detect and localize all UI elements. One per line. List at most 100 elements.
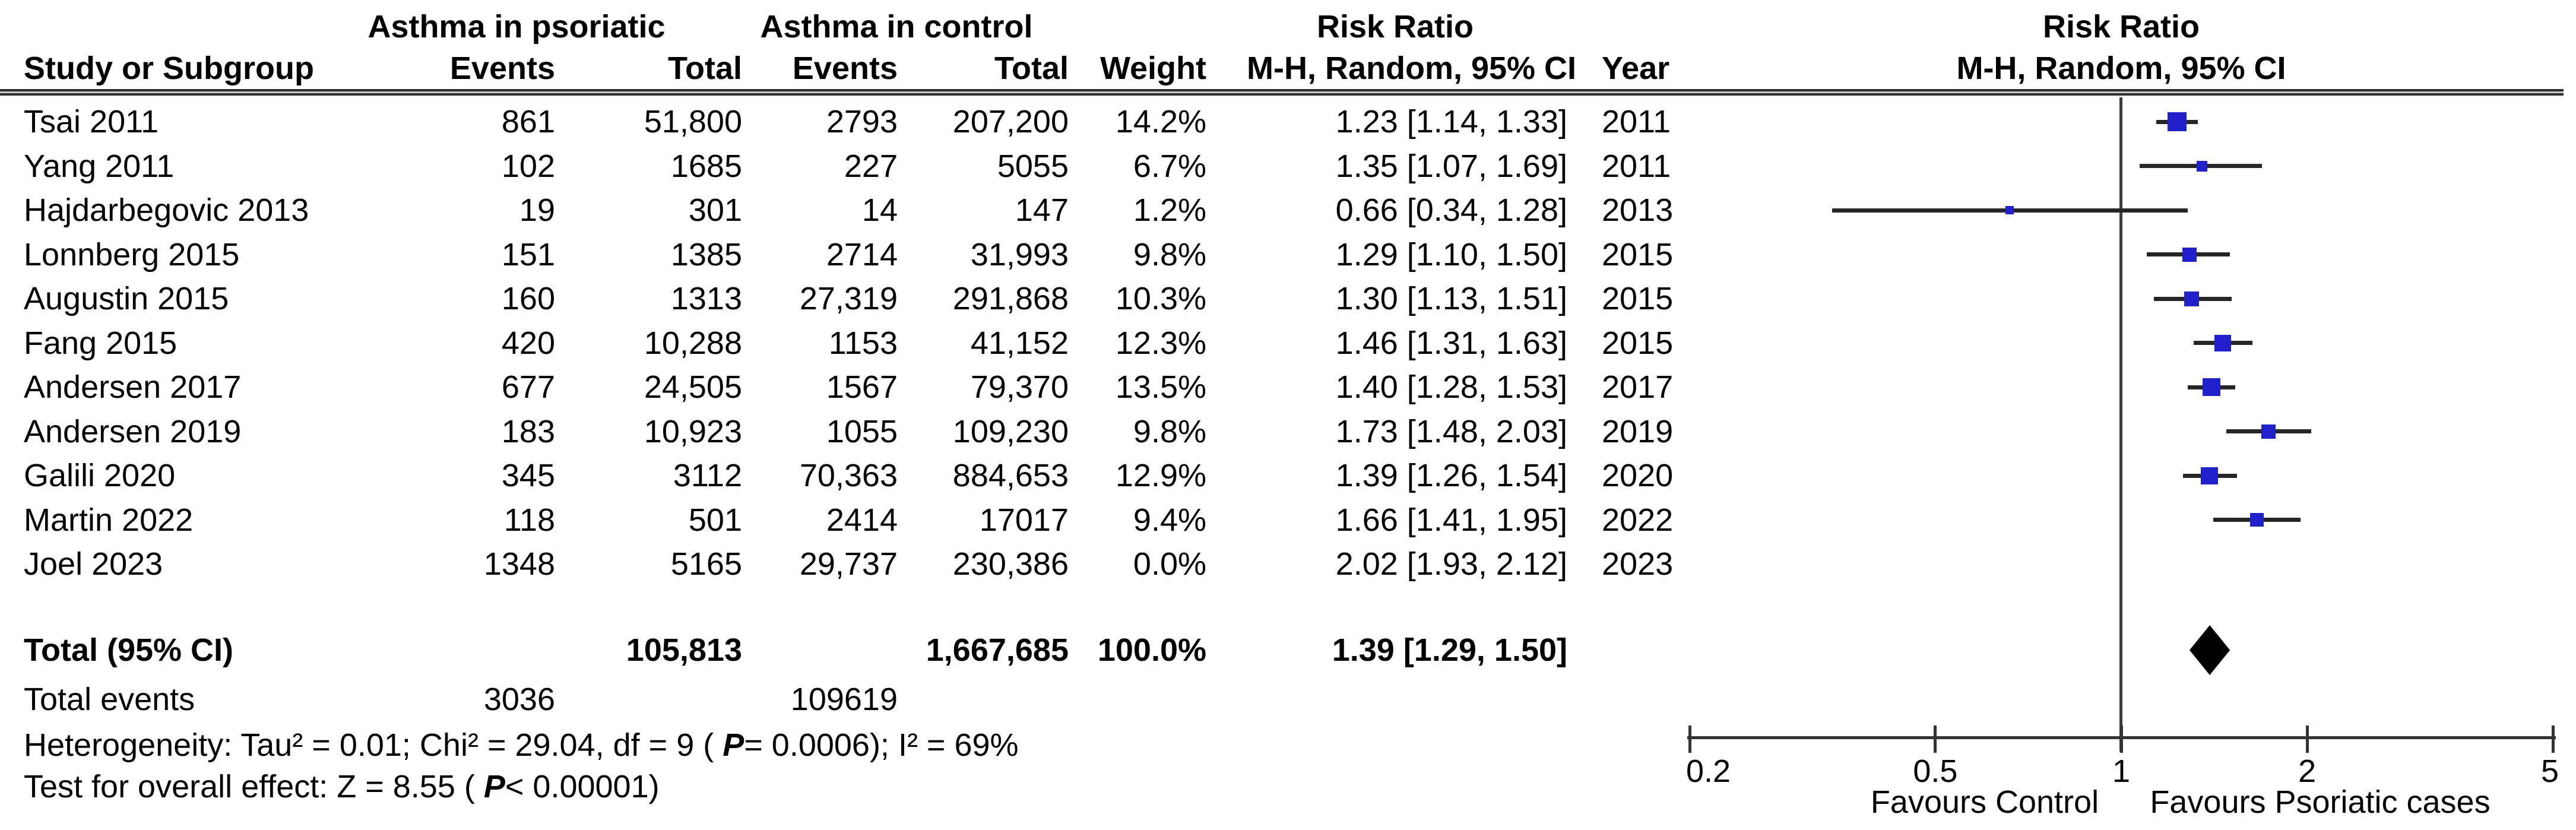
study-name: Galili 2020 bbox=[24, 458, 176, 493]
x-axis-tick-label: 2 bbox=[2298, 753, 2317, 789]
effect-square-marker bbox=[2005, 206, 2014, 214]
year-value: 2023 bbox=[1602, 546, 1674, 582]
weight-value: 10.3% bbox=[1115, 281, 1206, 316]
year-value: 2011 bbox=[1602, 104, 1671, 140]
study-name: Lonnberg 2015 bbox=[24, 237, 240, 273]
year-value: 2015 bbox=[1602, 325, 1674, 361]
p-symbol: P bbox=[483, 769, 505, 804]
weight-value: 9.8% bbox=[1133, 414, 1206, 449]
null-effect-line bbox=[2119, 97, 2122, 752]
favours-right-label: Favours Psoriatic cases bbox=[2150, 784, 2491, 820]
risk-ratio-ci-value: 1.73 [1.48, 2.03] bbox=[1335, 414, 1567, 449]
events-control-value: 14 bbox=[861, 192, 898, 228]
year-value: 2015 bbox=[1602, 281, 1674, 316]
weight-value: 12.9% bbox=[1115, 458, 1206, 493]
study-name: Andersen 2019 bbox=[24, 414, 242, 449]
total-psoriatic-value: 1685 bbox=[670, 148, 742, 184]
study-name: Yang 2011 bbox=[24, 148, 175, 184]
heterogeneity-line: Heterogeneity: Tau² = 0.01; Chi² = 29.04… bbox=[24, 723, 1508, 767]
x-axis-tick bbox=[2119, 726, 2123, 753]
weight-value: 12.3% bbox=[1115, 325, 1206, 361]
total-psoriatic-value: 3112 bbox=[673, 458, 742, 493]
total-control-value: 17017 bbox=[979, 502, 1069, 538]
weight-header: Weight bbox=[1100, 50, 1206, 86]
effect-square-marker bbox=[2167, 112, 2187, 131]
study-name: Hajdarbegovic 2013 bbox=[24, 192, 309, 228]
year-value: 2015 bbox=[1602, 237, 1674, 273]
events-control-value: 1567 bbox=[826, 369, 898, 405]
study-name: Fang 2015 bbox=[24, 325, 178, 361]
year-header: Year bbox=[1602, 50, 1670, 86]
col-group-control: Asthma in control bbox=[760, 9, 1033, 45]
study-name: Joel 2023 bbox=[24, 546, 163, 582]
total-control-value: 79,370 bbox=[970, 369, 1069, 405]
total-control-header: Total bbox=[994, 50, 1069, 86]
weight-value: 9.4% bbox=[1133, 502, 1206, 538]
header-rule-gap bbox=[0, 91, 2564, 93]
effect-square-marker bbox=[2201, 467, 2219, 484]
risk-ratio-ci-value: 1.29 [1.10, 1.50] bbox=[1335, 237, 1567, 273]
events-psoriatic-value: 183 bbox=[501, 414, 555, 449]
risk-ratio-ci-value: 0.66 [0.34, 1.28] bbox=[1335, 192, 1567, 228]
risk-ratio-column-title: Risk Ratio bbox=[1316, 9, 1474, 45]
mh-ci-plot-header: M-H, Random, 95% CI bbox=[1956, 50, 2286, 86]
x-axis-tick bbox=[2305, 726, 2309, 753]
x-axis-tick-label: 1 bbox=[2112, 753, 2131, 789]
total-psoriatic-value: 24,505 bbox=[644, 369, 742, 405]
events-psoriatic-value: 118 bbox=[503, 502, 555, 538]
weight-value: 6.7% bbox=[1133, 148, 1206, 184]
stat-text: = 0.0006); I² = 69% bbox=[744, 727, 1019, 763]
header-rule-bottom bbox=[0, 93, 2564, 96]
mh-ci-column-header: M-H, Random, 95% CI bbox=[1247, 50, 1577, 86]
total-control-value: 31,993 bbox=[970, 237, 1069, 273]
risk-ratio-ci-value: 1.30 [1.13, 1.51] bbox=[1335, 281, 1567, 316]
total-psoriatic-value: 1385 bbox=[670, 237, 742, 273]
total-control-value: 291,868 bbox=[952, 281, 1069, 316]
total-control-value: 230,386 bbox=[952, 546, 1069, 582]
study-name: Tsai 2011 bbox=[24, 104, 159, 140]
total-control-value: 41,152 bbox=[970, 325, 1069, 361]
total-psoriatic-header: Total bbox=[668, 50, 742, 86]
total-control-value: 884,653 bbox=[952, 458, 1069, 493]
events-psoriatic-value: 160 bbox=[501, 281, 555, 316]
risk-ratio-ci-value: 1.39 [1.26, 1.54] bbox=[1335, 458, 1567, 493]
x-axis-tick bbox=[1934, 726, 1937, 753]
effect-square-marker bbox=[2184, 291, 2199, 306]
risk-ratio-ci-value: 1.46 [1.31, 1.63] bbox=[1335, 325, 1567, 361]
header-rule-top bbox=[0, 89, 2564, 91]
events-control-value: 2793 bbox=[826, 104, 898, 140]
events-control-value: 227 bbox=[844, 148, 898, 184]
total-row-label: Total (95% CI) bbox=[24, 632, 234, 668]
total-control-total: 1,667,685 bbox=[926, 632, 1069, 668]
x-axis-tick-label: 5 bbox=[2540, 753, 2559, 789]
events-control-value: 1153 bbox=[828, 325, 898, 361]
total-events-label: Total events bbox=[24, 682, 195, 717]
events-psoriatic-value: 19 bbox=[519, 192, 555, 228]
total-weight: 100.0% bbox=[1097, 632, 1206, 668]
study-column-header: Study or Subgroup bbox=[24, 50, 314, 86]
total-psoriatic-value: 51,800 bbox=[644, 104, 742, 140]
total-events-psoriatic: 3036 bbox=[483, 682, 555, 717]
events-control-value: 2414 bbox=[826, 502, 898, 538]
effect-square-marker bbox=[2196, 160, 2207, 172]
risk-ratio-ci-value: 1.66 [1.41, 1.95] bbox=[1335, 502, 1567, 538]
weight-value: 14.2% bbox=[1115, 104, 1206, 140]
x-axis-tick bbox=[2551, 726, 2555, 753]
weight-value: 9.8% bbox=[1133, 237, 1206, 273]
events-psoriatic-header: Events bbox=[449, 50, 555, 86]
risk-ratio-ci-value: 1.40 [1.28, 1.53] bbox=[1335, 369, 1567, 405]
favours-left-label: Favours Control bbox=[1870, 784, 2099, 820]
x-axis-tick-label: 0.2 bbox=[1686, 753, 1731, 789]
risk-ratio-ci-value: 2.02 [1.93, 2.12] bbox=[1335, 546, 1567, 582]
study-name: Augustin 2015 bbox=[24, 281, 229, 316]
year-value: 2019 bbox=[1602, 414, 1674, 449]
effect-square-marker bbox=[2182, 247, 2197, 262]
events-psoriatic-value: 1348 bbox=[483, 546, 555, 582]
study-name: Andersen 2017 bbox=[24, 369, 242, 405]
year-value: 2022 bbox=[1602, 502, 1674, 538]
overall-effect-line: Test for overall effect: Z = 8.55 ( P< 0… bbox=[24, 765, 1508, 809]
total-events-control: 109619 bbox=[790, 682, 898, 717]
risk-ratio-plot-title: Risk Ratio bbox=[2042, 9, 2200, 45]
year-value: 2020 bbox=[1602, 458, 1674, 493]
events-control-value: 27,319 bbox=[799, 281, 898, 316]
